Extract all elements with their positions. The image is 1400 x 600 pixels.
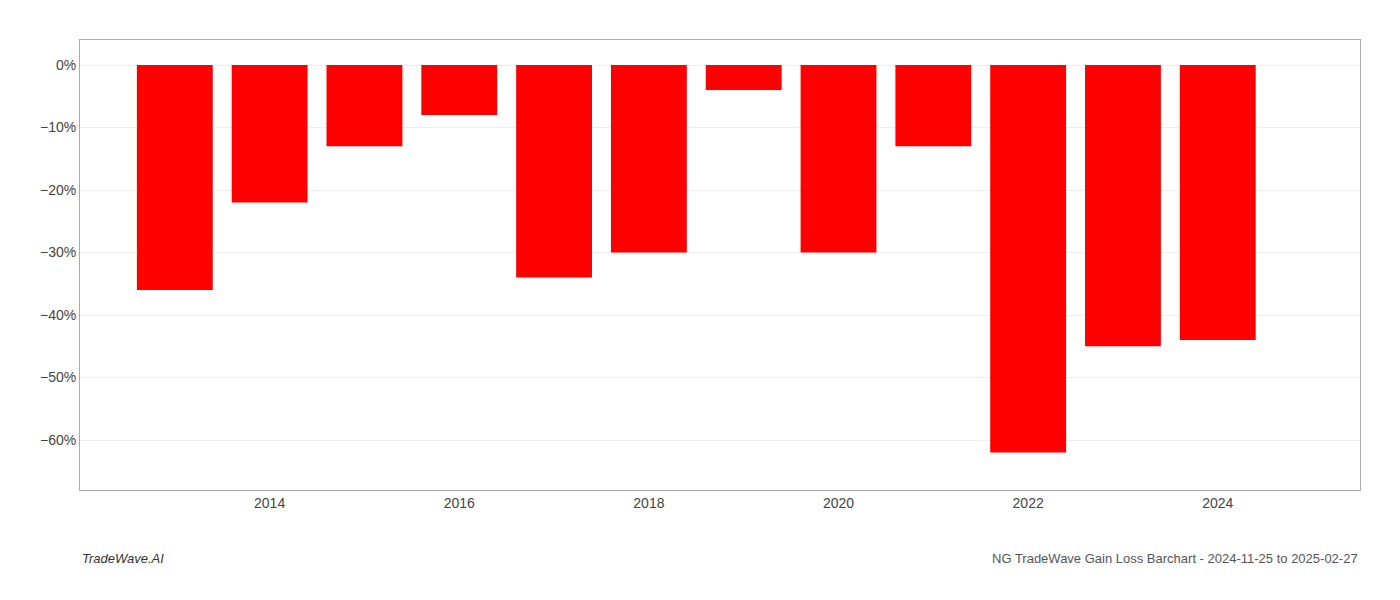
svg-text:2014: 2014: [254, 495, 285, 511]
svg-text:2020: 2020: [823, 495, 854, 511]
svg-text:TradeWave.AI: TradeWave.AI: [82, 551, 164, 566]
svg-text:2016: 2016: [444, 495, 475, 511]
svg-text:2018: 2018: [633, 495, 664, 511]
svg-text:0%: 0%: [56, 57, 76, 73]
svg-text:2022: 2022: [1013, 495, 1044, 511]
svg-text:−50%: −50%: [40, 369, 76, 385]
svg-text:2024: 2024: [1202, 495, 1233, 511]
svg-text:−40%: −40%: [40, 307, 76, 323]
svg-text:−30%: −30%: [40, 244, 76, 260]
svg-text:−60%: −60%: [40, 432, 76, 448]
svg-text:−20%: −20%: [40, 182, 76, 198]
svg-text:−10%: −10%: [40, 119, 76, 135]
svg-text:NG TradeWave Gain Loss Barchar: NG TradeWave Gain Loss Barchart - 2024-1…: [992, 551, 1358, 566]
